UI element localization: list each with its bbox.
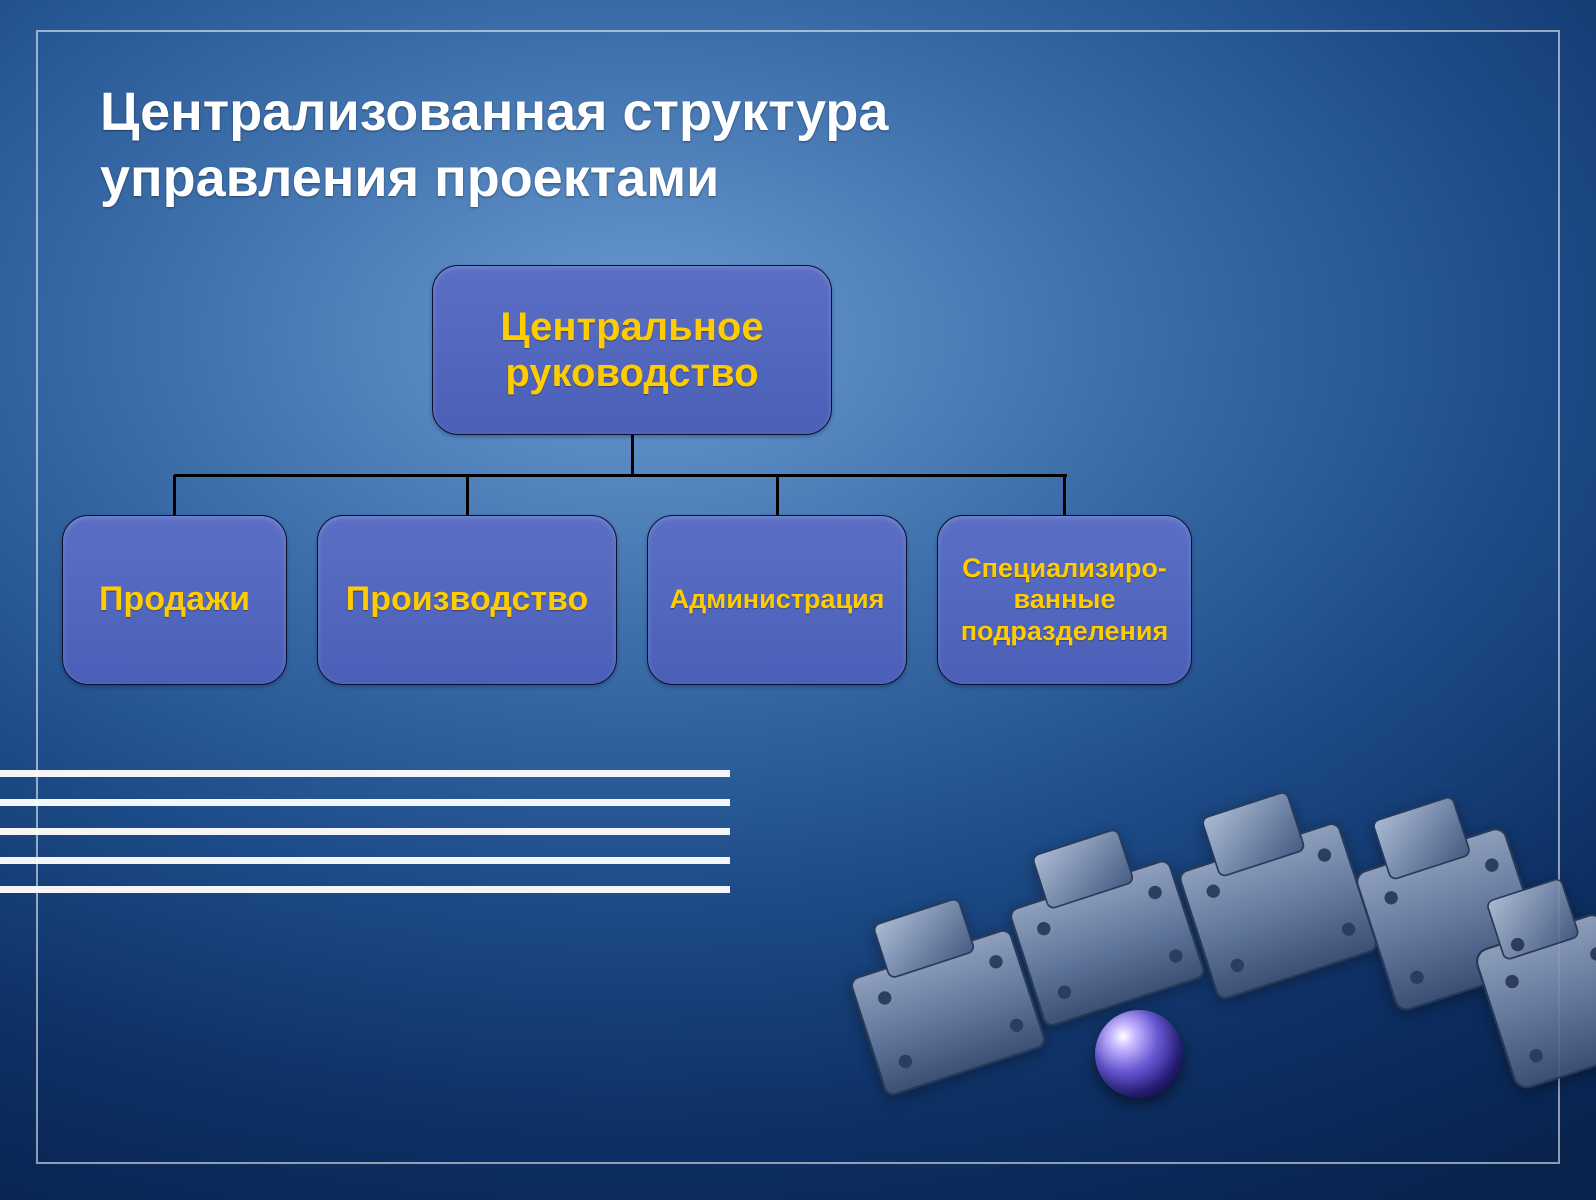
stripe (0, 886, 730, 893)
track-decoration-icon (830, 640, 1596, 1200)
sphere-decoration-icon (1095, 1010, 1183, 1098)
node-root: Центральное руководство (432, 265, 832, 435)
node-child-1: Производство (317, 515, 617, 685)
slide-title: Централизованная структура управления пр… (100, 80, 1200, 212)
stripe (0, 799, 730, 806)
connector-drop-1 (466, 475, 469, 515)
stripe (0, 828, 730, 835)
connector-bus (174, 474, 1067, 477)
node-child-2-label: Администрация (670, 584, 885, 615)
stripe (0, 770, 730, 777)
node-child-0-label: Продажи (99, 580, 250, 619)
connector-drop-2 (776, 475, 779, 515)
org-chart: Центральное руководство Продажи Производ… (62, 265, 1152, 705)
stripe (0, 857, 730, 864)
connector-drop-3 (1063, 475, 1066, 515)
node-child-0: Продажи (62, 515, 287, 685)
connector-trunk (631, 435, 634, 475)
connector-drop-0 (173, 475, 176, 515)
node-child-1-label: Производство (346, 580, 588, 619)
decorative-stripes (0, 770, 730, 915)
node-root-label: Центральное руководство (443, 304, 821, 396)
node-child-3-label: Специализиро- ванные подразделения (948, 553, 1181, 646)
